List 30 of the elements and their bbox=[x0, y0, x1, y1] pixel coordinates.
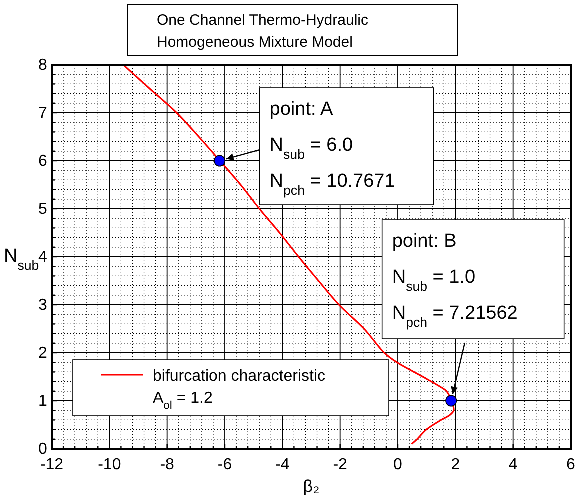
legend-title: A$_{ol}$ = 1.2 bbox=[153, 390, 213, 412]
y-tick-label: 1 bbox=[38, 393, 48, 410]
y-tick-label: 0 bbox=[38, 441, 48, 458]
chart-title: One Channel Thermo-Hydraulic Homogeneous Mixture Model bbox=[157, 12, 369, 51]
x-tick-label: -4 bbox=[276, 456, 290, 474]
x-tick-label: 4 bbox=[508, 456, 518, 474]
x-tick-label: 6 bbox=[566, 456, 576, 474]
y-tick-label: 3 bbox=[38, 297, 48, 314]
y-tick-label: 8 bbox=[38, 57, 48, 74]
y-tick-label: 4 bbox=[38, 249, 48, 266]
x-tick-label: -12 bbox=[40, 456, 64, 474]
annotation: N$_{sub}$ = 1.0 bbox=[392, 267, 476, 294]
x-tick-label: 0 bbox=[394, 456, 403, 474]
y-tick-label: 5 bbox=[38, 201, 48, 218]
annotation: point: B bbox=[392, 231, 457, 252]
x-tick-label: -2 bbox=[333, 456, 348, 474]
annotation: point: A bbox=[270, 99, 334, 120]
y-tick-label: 6 bbox=[38, 153, 48, 170]
y-tick-label: 7 bbox=[38, 105, 48, 122]
legend-label: bifurcation characteristic bbox=[153, 368, 326, 385]
y-axis-title: N$_{sub}$ bbox=[4, 246, 40, 272]
x-tick-label: -10 bbox=[98, 456, 122, 474]
x-tick-label: 2 bbox=[451, 456, 460, 474]
annotation: N$_{sub}$ = 6.0 bbox=[270, 135, 354, 162]
x-tick-label: -6 bbox=[218, 456, 232, 474]
x-axis-title: β₂ bbox=[303, 477, 320, 496]
y-tick-label: 2 bbox=[38, 345, 48, 362]
annotation: N$_{pch}$ = 10.7671 bbox=[270, 171, 396, 198]
annotation: N$_{pch}$ = 7.21562 bbox=[392, 303, 518, 330]
x-tick-label: -8 bbox=[160, 456, 175, 474]
